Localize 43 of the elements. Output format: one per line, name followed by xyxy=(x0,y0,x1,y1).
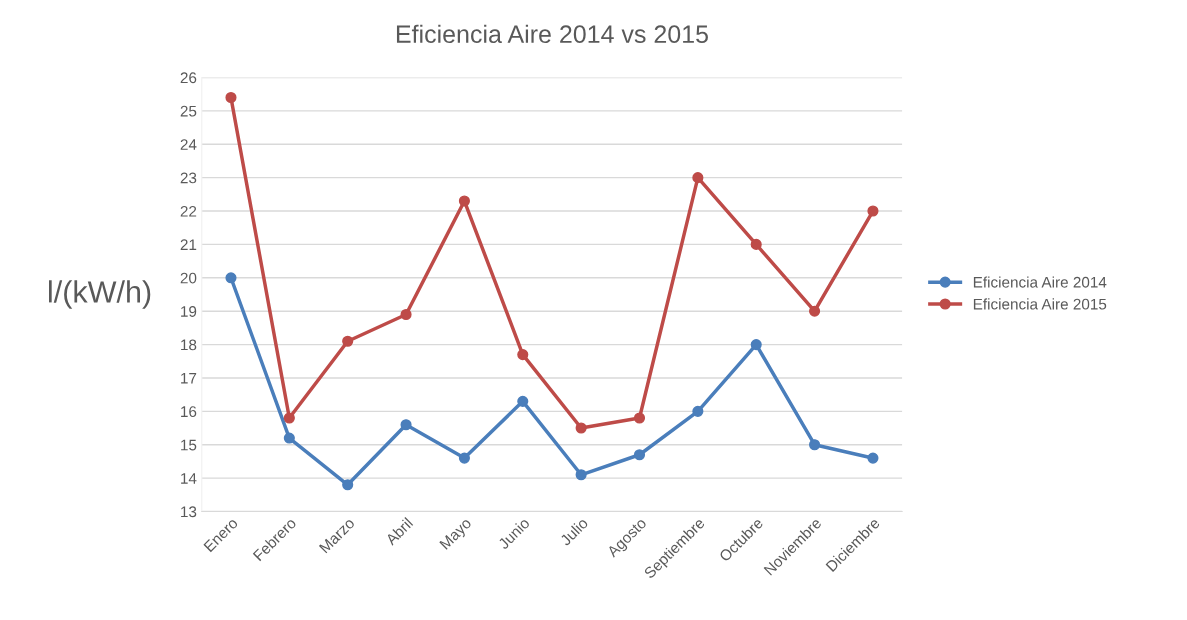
point xyxy=(517,349,529,361)
y-axis-title: l/(kW/h) xyxy=(48,280,151,309)
y-tick-label: 24 xyxy=(180,139,197,150)
y-tick-label: 26 xyxy=(180,72,197,84)
point xyxy=(575,469,587,481)
point xyxy=(633,449,646,461)
y-tick-label: 22 xyxy=(180,205,197,217)
point xyxy=(283,412,295,424)
point xyxy=(283,432,295,444)
y-tick-label: 25 xyxy=(180,105,197,117)
point xyxy=(400,308,412,321)
point xyxy=(225,91,237,104)
point xyxy=(225,272,237,284)
point xyxy=(692,405,704,417)
y-tick-label: 15 xyxy=(181,439,197,451)
point xyxy=(458,452,470,464)
point xyxy=(750,339,762,351)
y-tick-label: 17 xyxy=(181,372,197,384)
legend-label: Eficiencia Aire 2014 xyxy=(973,276,1107,288)
point xyxy=(809,439,821,451)
point xyxy=(692,172,704,184)
y-tick-label: 20 xyxy=(180,272,197,284)
y-tick-label: 13 xyxy=(181,506,197,518)
y-tick-label: 21 xyxy=(180,239,197,250)
point xyxy=(517,395,529,407)
point xyxy=(342,335,354,347)
y-tick-label: 18 xyxy=(181,339,197,351)
y-tick-label: 19 xyxy=(181,306,197,317)
y-tick-label: 23 xyxy=(180,172,197,184)
point xyxy=(809,305,821,317)
point xyxy=(867,452,879,464)
chart-title: Eficiencia Aire 2014 vs 2015 xyxy=(396,24,708,44)
point xyxy=(458,195,470,207)
point xyxy=(750,238,762,250)
point xyxy=(575,422,587,434)
y-tick-label: 16 xyxy=(181,406,197,418)
point xyxy=(867,205,879,217)
point xyxy=(633,412,646,424)
legend-label: Eficiencia Aire 2015 xyxy=(973,298,1107,310)
y-tick-label: 14 xyxy=(181,473,197,484)
x-tick-label: Julio xyxy=(559,516,589,547)
point xyxy=(342,479,354,491)
point xyxy=(400,419,412,431)
